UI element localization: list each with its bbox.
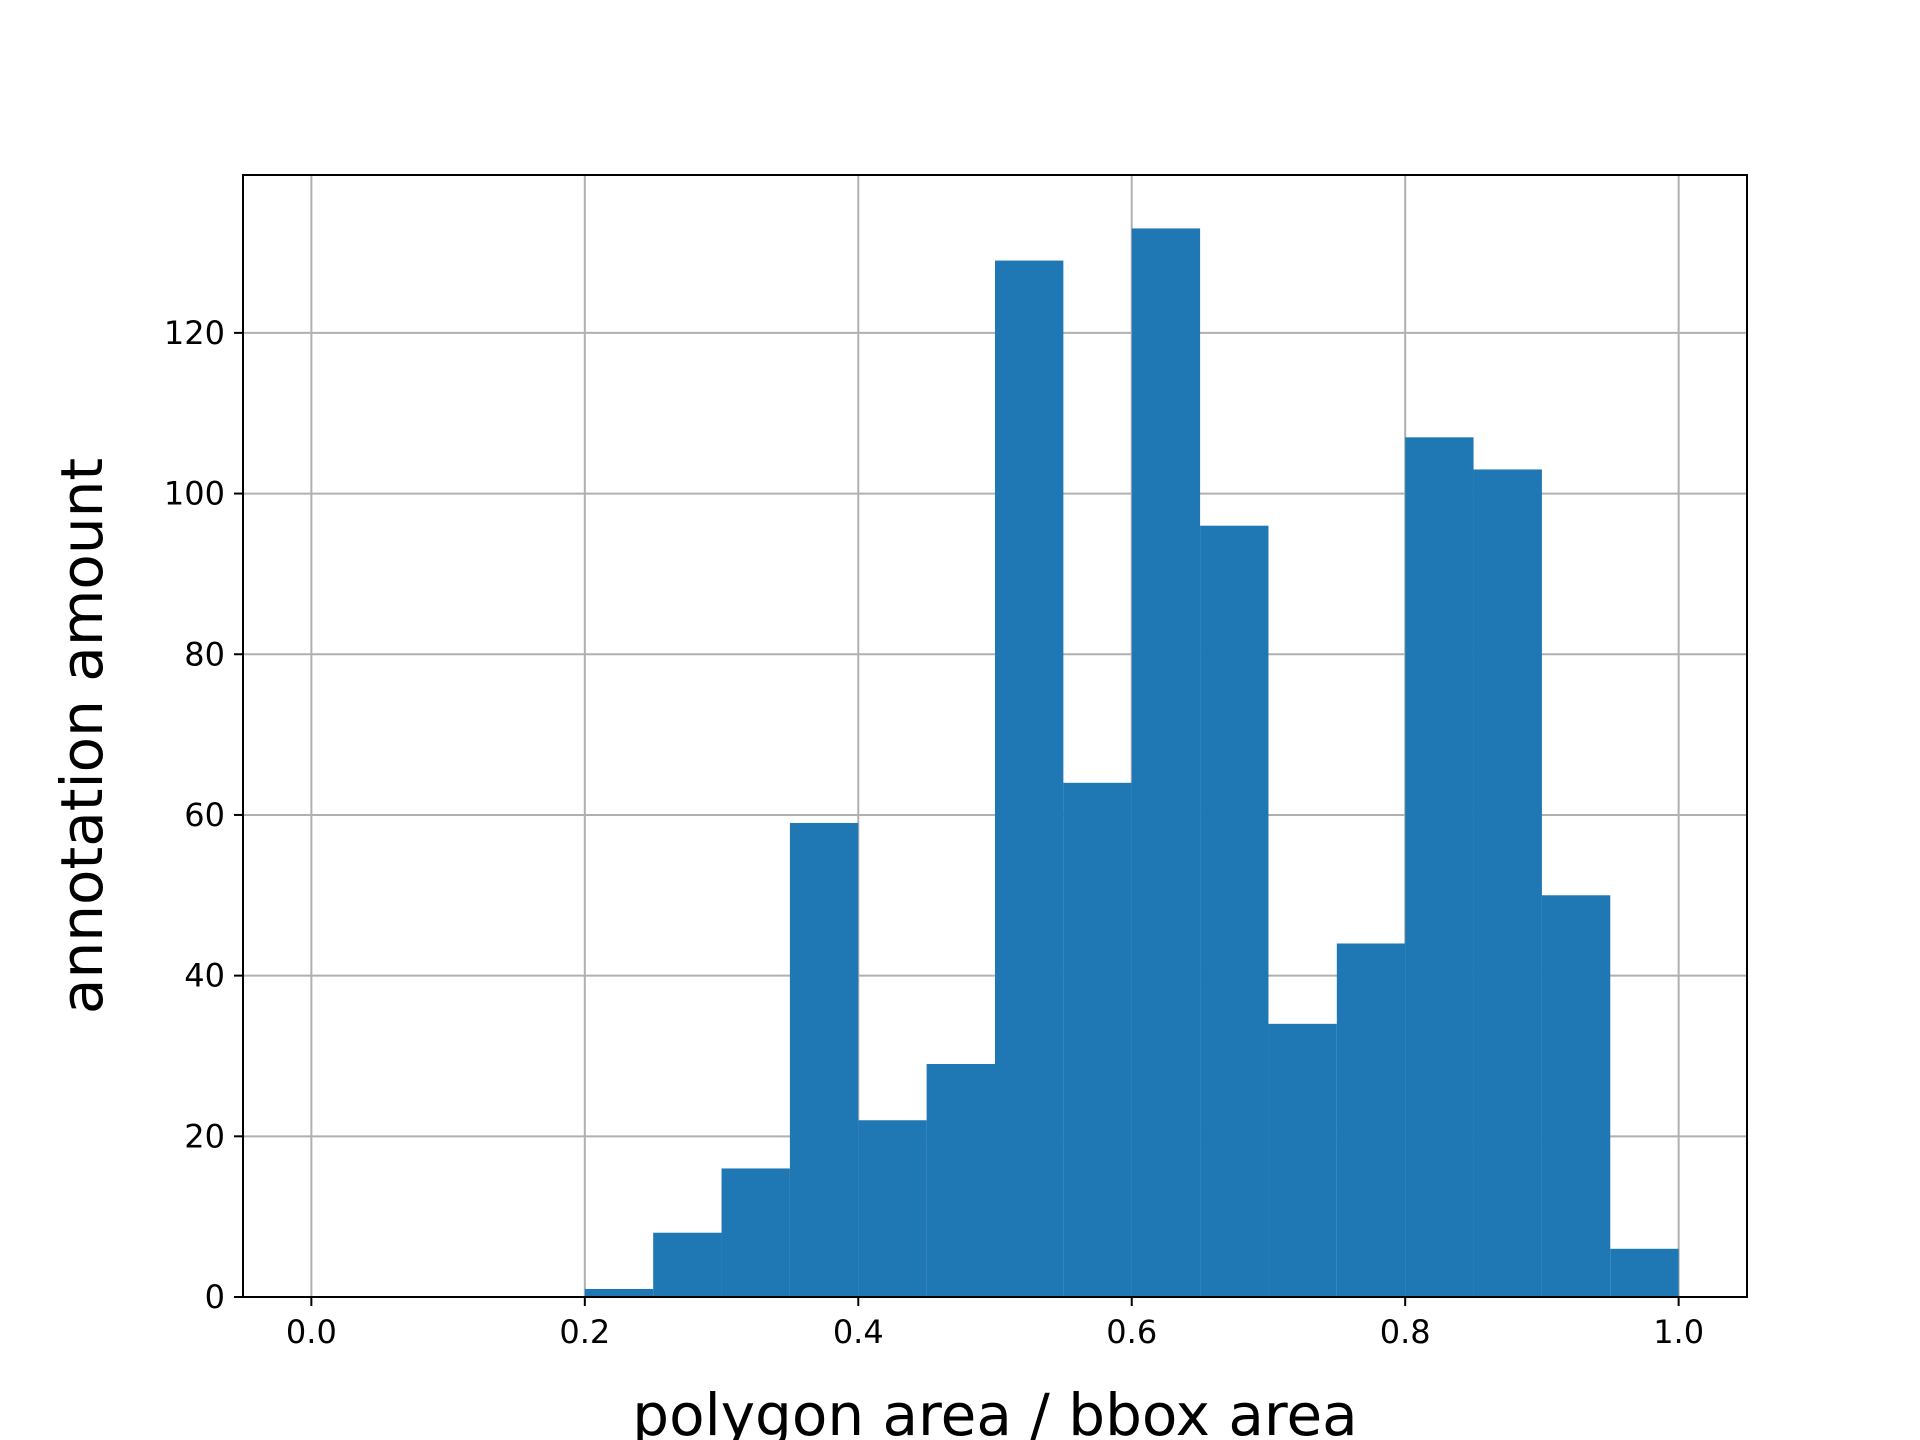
histogram-bar (1200, 525, 1269, 1297)
histogram-bar (1268, 1023, 1337, 1297)
histogram-bar (1541, 895, 1611, 1297)
y-tick-label: 20 (184, 1117, 225, 1155)
histogram-bar (1473, 469, 1542, 1297)
x-axis-label: polygon area / bbox area (632, 1381, 1357, 1440)
plot-frame (242, 174, 1748, 1298)
histogram-bar (1063, 782, 1132, 1297)
bars (584, 228, 1679, 1298)
x-axis-ticks: 0.0 0.2 0.4 0.6 0.8 1.0 (286, 1297, 1704, 1351)
histogram-bar (789, 822, 859, 1297)
y-tick-label: 80 (184, 635, 225, 673)
x-tick-label: 1.0 (1653, 1313, 1704, 1351)
x-tick-label: 0.4 (833, 1313, 884, 1351)
histogram-bar (653, 1232, 722, 1297)
histogram-bar (1336, 943, 1406, 1297)
y-tick-label: 40 (184, 957, 225, 995)
histogram-bar (995, 260, 1064, 1298)
histogram-bar (1131, 228, 1201, 1297)
x-tick-label: 0.6 (1106, 1313, 1157, 1351)
y-tick-label: 100 (164, 475, 225, 513)
histogram-bar (1610, 1248, 1679, 1297)
y-tick-label: 0 (205, 1278, 225, 1316)
y-axis-label: annotation amount (48, 458, 116, 1014)
histogram-bar (926, 1064, 995, 1297)
y-axis-ticks: 0 20 40 60 80 100 120 (164, 314, 243, 1316)
histogram-bar (858, 1120, 927, 1297)
histogram-bar (721, 1168, 790, 1297)
y-tick-label: 120 (164, 314, 225, 352)
histogram-bar (1405, 437, 1474, 1297)
x-tick-label: 0.0 (286, 1313, 337, 1351)
x-tick-label: 0.8 (1380, 1313, 1431, 1351)
x-tick-label: 0.2 (559, 1313, 610, 1351)
y-tick-label: 60 (184, 796, 225, 834)
histogram-bar (584, 1288, 654, 1297)
